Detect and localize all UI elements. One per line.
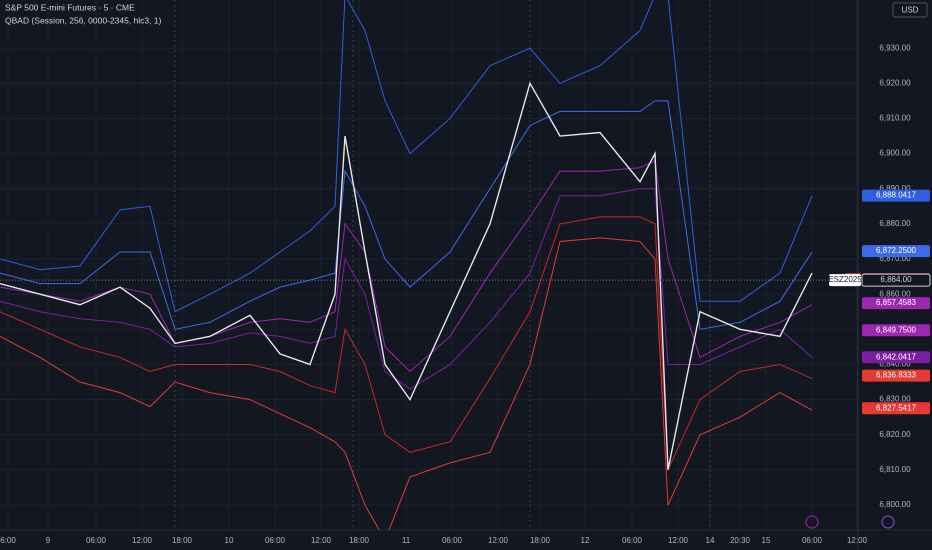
x-tick-label: 12:00	[847, 536, 868, 545]
price-tag	[862, 189, 930, 202]
y-tick-label: 6,890.00	[879, 184, 911, 193]
series-line	[0, 188, 813, 390]
series-line	[0, 159, 813, 373]
price-tag-label: 6,836.8333	[876, 371, 917, 380]
x-tick-label: 9	[46, 536, 51, 545]
x-tick-label: 11	[402, 536, 411, 545]
x-tick-label: 18:00	[349, 536, 370, 545]
x-tick-label: 18:00	[172, 536, 193, 545]
price-tag-label: 6,842.0417	[876, 352, 917, 361]
x-tick-label: 06:00	[86, 536, 107, 545]
series-line	[0, 216, 813, 471]
price-tag	[862, 402, 930, 415]
y-tick-label: 6,860.00	[879, 289, 911, 298]
price-tag	[862, 297, 930, 310]
x-tick-label: 10	[225, 536, 234, 545]
x-tick-label: 12:00	[311, 536, 332, 545]
price-tag-label: 6,857.4583	[876, 298, 917, 307]
series-line	[0, 81, 813, 471]
x-tick-label: 06:00	[802, 536, 823, 545]
series-line	[0, 0, 813, 313]
price-tag-name-box	[829, 274, 861, 287]
series-line	[0, 100, 813, 330]
price-tag-label: 6,872.2500	[876, 246, 917, 255]
y-tick-label: 6,820.00	[879, 430, 911, 439]
currency[interactable]: USD	[902, 6, 919, 15]
event-icon[interactable]	[805, 515, 819, 529]
x-tick-label: 06:00	[265, 536, 286, 545]
x-tick-label: 12:00	[488, 536, 509, 545]
x-tick-label: 6:00	[0, 536, 16, 545]
plot	[0, 0, 858, 530]
price-tag-label: 6,888.0417	[876, 191, 917, 200]
currency-box[interactable]	[892, 2, 928, 18]
indicator-label: QBAD (Session, 256, 0000-2345, hlc3, 1)	[5, 15, 162, 25]
price-tag	[862, 351, 930, 364]
axes: 6,800.00 6,810.00 6,820.00 6,830.00 6,840.00…	[0, 43, 931, 545]
y-tick-label: 6,930.00	[879, 43, 911, 52]
price-tag-label: 6,864.00	[880, 275, 912, 284]
x-tick-label: 12:00	[668, 536, 689, 545]
price-tag-label: 6,827.5417	[876, 403, 917, 412]
price-tag	[862, 324, 930, 337]
event-icon[interactable]	[881, 515, 895, 529]
y-tick-label: 6,870.00	[879, 254, 911, 263]
x-tick-label: 12:00	[132, 536, 153, 545]
y-tick-label: 6,830.00	[879, 395, 911, 404]
x-tick-label: 18:00	[530, 536, 551, 545]
y-tick-label: 6,810.00	[879, 465, 911, 474]
y-tick-label: 6,840.00	[879, 360, 911, 369]
x-tick-label: 06:00	[622, 536, 643, 545]
price-tag	[861, 273, 931, 287]
x-tick-label: 06:00	[442, 536, 463, 545]
y-tick-label: 6,800.00	[879, 500, 911, 509]
x-tick-label: 14	[706, 536, 715, 545]
y-tick-label: 6,880.00	[879, 219, 911, 228]
x-tick-label: 20:30	[730, 536, 751, 545]
price-tag	[862, 369, 930, 382]
grid	[0, 0, 858, 530]
price-tag-name: ESZ2025	[828, 275, 862, 284]
price-tag	[862, 245, 930, 258]
y-tick-label: 6,900.00	[879, 149, 911, 158]
series-line	[0, 237, 813, 530]
y-tick-label: 6,910.00	[879, 114, 911, 123]
price-tag-label: 6,849.7500	[876, 325, 917, 334]
session-breaks	[174, 0, 711, 530]
x-tick-label: 12	[581, 536, 590, 545]
x-tick-label: 15	[762, 536, 771, 545]
chart-title: S&P 500 E-mini Futures · 5 · CME	[5, 2, 135, 12]
y-tick-label: 6,920.00	[879, 78, 911, 87]
